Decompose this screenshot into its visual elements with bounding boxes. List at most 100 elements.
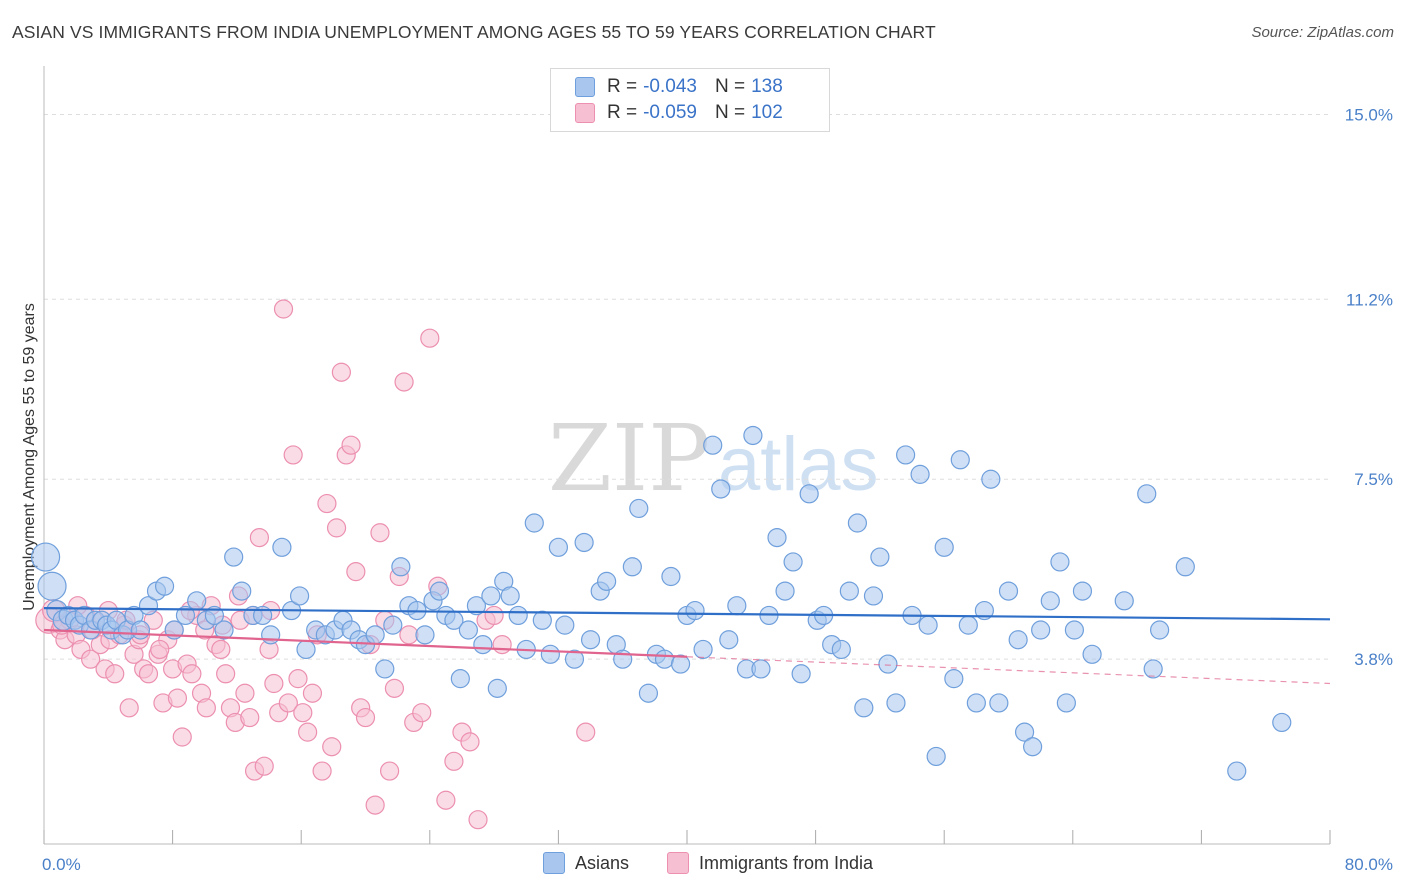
asian-point [540, 644, 560, 664]
asian-point [365, 625, 385, 645]
asian-point [638, 683, 659, 703]
legend-item-india[interactable]: Immigrants from India [667, 852, 873, 874]
india-point [384, 678, 405, 698]
india-point [468, 810, 488, 830]
legend-r-value: -0.043 [643, 76, 697, 97]
india-point [264, 673, 284, 694]
asian-point [272, 537, 292, 557]
india-point [283, 445, 303, 465]
asian-point [1008, 630, 1028, 650]
asian-point [1272, 712, 1292, 733]
asian-point [1023, 737, 1043, 757]
asian-point [1143, 659, 1163, 679]
asian-point [296, 639, 316, 660]
asian-point [1137, 484, 1157, 504]
india-point [288, 669, 308, 689]
india-trend-line [43, 628, 688, 658]
india-points [35, 299, 596, 830]
india-point [119, 698, 139, 718]
india-point [484, 605, 504, 626]
india-point [460, 732, 480, 752]
asian-point [775, 581, 795, 601]
india-point [346, 562, 366, 582]
asian-point [719, 630, 739, 650]
asian-point [854, 698, 874, 718]
asian-point [391, 557, 411, 577]
asian-point [524, 513, 544, 533]
asian-point [1114, 591, 1134, 611]
india-point [436, 790, 456, 810]
india-point [444, 751, 464, 771]
india-point [370, 523, 390, 543]
y-tick-label: 7.5% [1354, 470, 1393, 489]
legend-label-asians: Asians [575, 852, 630, 873]
chart-title: ASIAN VS IMMIGRANTS FROM INDIA UNEMPLOYM… [12, 22, 936, 42]
india-point [326, 518, 347, 538]
legend-item-asians[interactable]: Asians [543, 852, 629, 874]
legend-n-label: N = [714, 76, 746, 97]
asian-point [1040, 591, 1060, 611]
asian-point [555, 615, 575, 635]
asian-point [1175, 557, 1195, 577]
asian-point [487, 678, 507, 698]
india-point [399, 625, 419, 645]
series-legend: Asians Immigrants from India [0, 852, 1406, 876]
asian-point [154, 576, 175, 596]
india-point [278, 693, 298, 713]
asian-point [214, 620, 234, 640]
india-point [312, 761, 332, 781]
asian-point [597, 571, 617, 591]
asian-point [1031, 620, 1051, 640]
india-point [273, 299, 294, 319]
legend-swatch-asians [575, 77, 595, 97]
india-point [302, 683, 323, 703]
asian-point [466, 596, 487, 616]
asian-point [1082, 644, 1102, 664]
grid-lines [44, 113, 1330, 660]
india-point [211, 639, 231, 660]
india-point [182, 664, 202, 684]
legend-n-value: 102 [751, 102, 783, 123]
india-point [240, 707, 260, 728]
legend-swatch-india [575, 103, 595, 123]
watermark-zip: ZIP [548, 405, 710, 512]
asian-point [564, 649, 585, 669]
asian-point [685, 600, 705, 621]
asian-point [289, 586, 310, 606]
asian-point [974, 600, 994, 621]
india-point [254, 756, 274, 776]
asian-point [711, 479, 731, 499]
legend-row-asians: R = -0.043 N = 138 [575, 75, 783, 99]
asian-point [1150, 620, 1170, 640]
asian-point [622, 557, 642, 577]
asian-point [1227, 761, 1247, 781]
india-trend-extension [686, 656, 1331, 685]
asian-point [783, 552, 803, 572]
asian-point [654, 649, 675, 669]
asian-point [966, 693, 986, 713]
india-point [150, 639, 170, 660]
legend-r-label: R = [607, 76, 638, 97]
asian-point [629, 498, 649, 519]
legend-swatch-asians [543, 852, 565, 874]
asian-point [31, 542, 61, 572]
x-tick-label: 0.0% [42, 855, 81, 874]
india-point [172, 727, 192, 747]
india-point [492, 634, 512, 655]
asian-point [429, 581, 450, 601]
asian-point [910, 464, 930, 484]
asian-trend-line [43, 607, 1331, 621]
asian-point [950, 450, 970, 470]
asian-point [500, 586, 520, 606]
asian-point [767, 527, 787, 548]
watermark: ZIP atlas [548, 405, 879, 512]
asian-point [1014, 722, 1035, 742]
asian-point [896, 445, 916, 465]
asian-point [831, 639, 851, 660]
asian-point [187, 591, 207, 611]
asian-point [847, 513, 867, 533]
asian-point [693, 639, 713, 660]
asian-point [508, 605, 528, 626]
asian-point [886, 693, 906, 713]
india-point [249, 527, 270, 548]
